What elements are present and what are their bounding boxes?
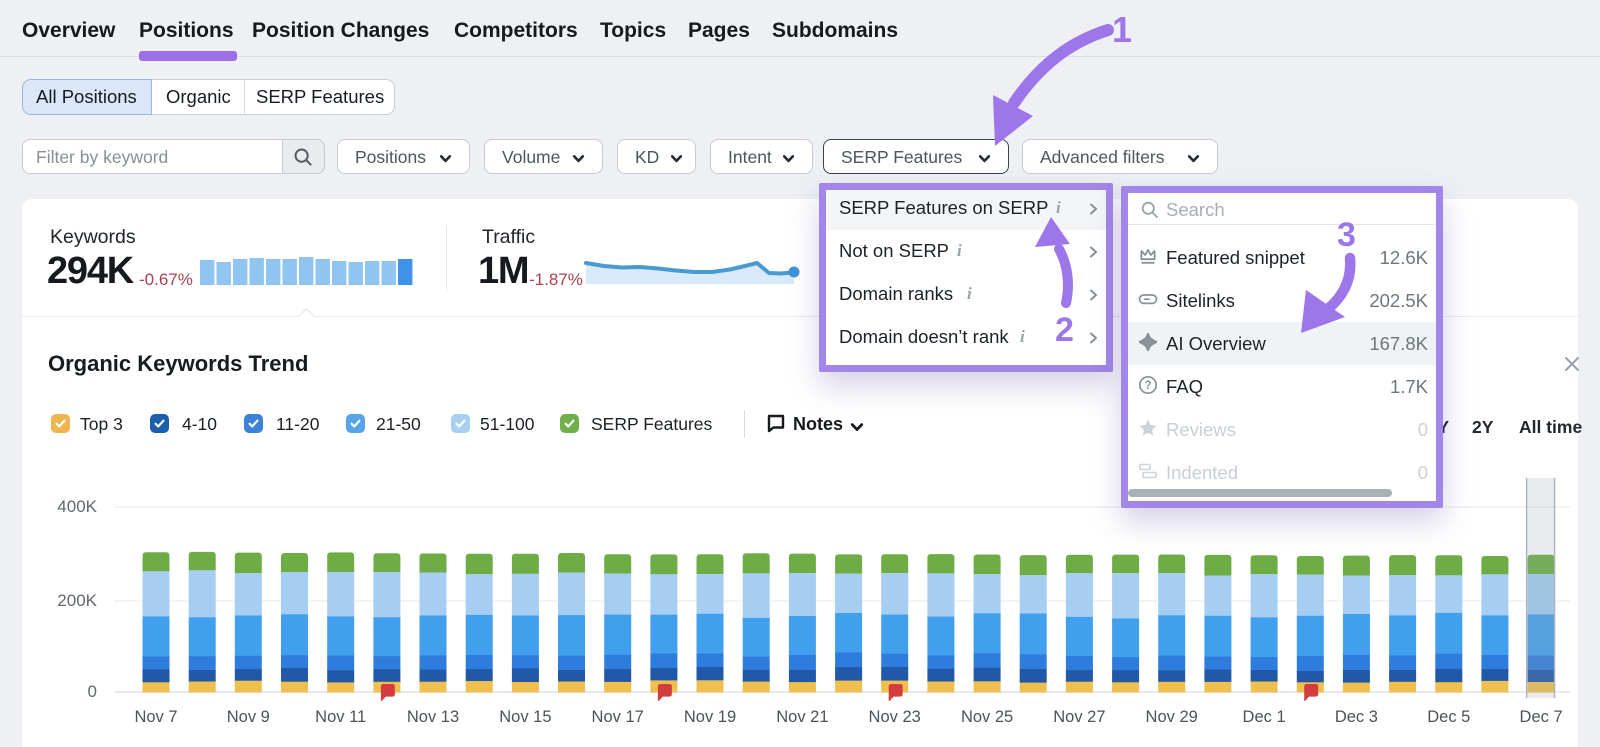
svg-text:?: ?	[1144, 380, 1151, 392]
svg-text:1: 1	[1112, 9, 1132, 50]
